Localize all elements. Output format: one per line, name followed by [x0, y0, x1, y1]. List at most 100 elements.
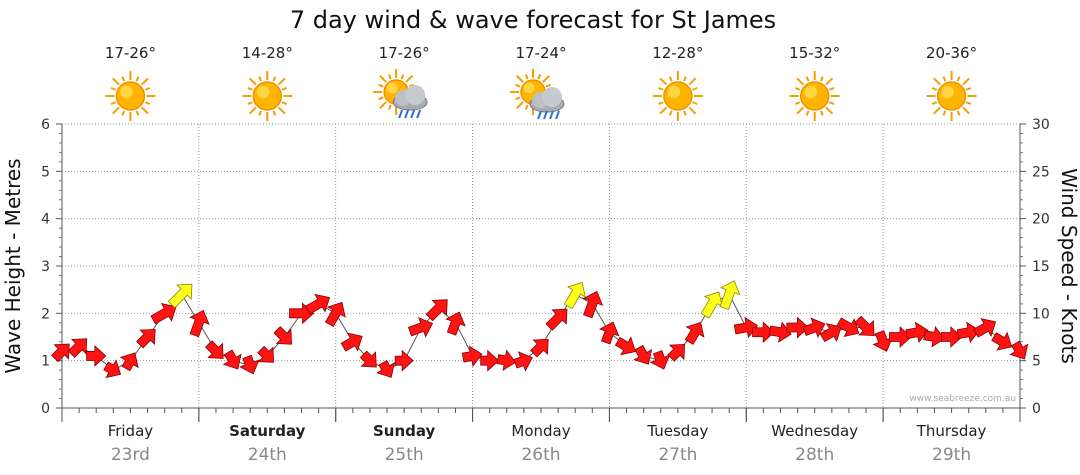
wind-arrow: [340, 332, 363, 352]
sun-shower-icon: [510, 69, 565, 120]
x-date-label: 25th: [385, 445, 424, 465]
temperature-label: 20-36°: [926, 44, 977, 62]
sun-highlight: [941, 85, 954, 99]
sun-ray: [805, 110, 810, 116]
wind-arrow: [189, 309, 210, 338]
sun-ray: [281, 101, 288, 105]
sun-ray: [408, 83, 415, 88]
wind-arrow: [614, 336, 636, 356]
sun-highlight: [120, 85, 133, 99]
wind-arrow-shape: [649, 350, 671, 370]
sun-ray: [144, 87, 151, 91]
sun-ray: [956, 76, 961, 82]
wind-arrow: [67, 338, 88, 358]
wind-arrow-shape: [582, 290, 604, 319]
y-axis-left: 0 1 2 3 4 5 6: [41, 117, 62, 417]
chart-title: 7 day wind & wave forecast for St James: [290, 6, 776, 34]
wind-arrow: [136, 328, 156, 349]
wind-arrow: [854, 315, 875, 337]
sun-ray: [933, 77, 941, 86]
wind-arrow-shape: [545, 308, 568, 331]
wind-arrow-shape: [394, 349, 414, 372]
sun-ray: [659, 106, 668, 115]
sun-ray: [112, 77, 120, 86]
sun-ray: [542, 75, 550, 83]
sun-ray: [692, 87, 698, 91]
sun-ray: [805, 76, 810, 82]
sun-ray: [121, 76, 126, 82]
wind-arrow: [103, 359, 122, 379]
wind-arrow-shape: [189, 309, 210, 338]
wind-arrow-shape: [304, 293, 331, 315]
sun-ray: [379, 101, 387, 109]
sun-ray: [933, 106, 941, 115]
sun-ray: [400, 74, 405, 80]
wind-arrow-shape: [407, 317, 434, 338]
wind-arrow: [684, 321, 705, 345]
sun-ray: [144, 101, 151, 105]
sun-rain-icon: [373, 69, 428, 119]
sun-ray: [683, 76, 687, 82]
sun-ray: [516, 101, 524, 109]
sunny-icon: [926, 71, 977, 121]
temperature-label: 12-28°: [652, 44, 703, 62]
wind-arrow: [324, 301, 346, 328]
sun-ray: [668, 76, 673, 82]
sun-ray: [931, 101, 938, 105]
wind-arrow: [582, 290, 604, 319]
wind-arrow-shape: [940, 326, 963, 348]
sunny-icon: [652, 71, 703, 121]
wind-arrow-shape: [136, 328, 156, 349]
temperature-label: 17-26°: [105, 44, 156, 62]
wind-arrow: [407, 317, 434, 338]
wind-arrow: [394, 349, 414, 372]
wind-arrow-shape: [86, 345, 107, 367]
sun-ray: [135, 110, 140, 116]
wind-arrow: [923, 326, 946, 348]
sun-ray: [942, 110, 947, 116]
wind-arrow-shape: [786, 316, 810, 339]
y-right-tick-label: 10: [1032, 306, 1050, 322]
sun-ray: [121, 110, 126, 116]
sun-highlight: [804, 85, 818, 99]
sun-ray: [965, 87, 972, 91]
wind-arrow: [239, 354, 260, 375]
sun-ray: [819, 76, 824, 82]
rain-drop: [416, 109, 422, 119]
wind-arrow-shape: [768, 321, 792, 343]
wind-arrow-shape: [905, 321, 929, 344]
wind-arrow: [956, 321, 980, 344]
sun-ray: [796, 106, 805, 115]
x-date-label: 26th: [521, 445, 560, 465]
wind-arrow: [205, 340, 224, 359]
wind-arrow-shape: [222, 349, 242, 370]
sun-ray: [247, 101, 253, 105]
wind-arrow: [304, 293, 331, 315]
x-date-label: 23rd: [111, 445, 150, 465]
wind-arrow: [445, 311, 466, 336]
sun-ray: [141, 77, 149, 86]
wind-arrow: [167, 283, 193, 309]
sun-highlight: [523, 82, 535, 94]
wind-arrow-shape: [633, 344, 653, 365]
wind-arrow-shape: [273, 326, 293, 345]
sun-ray: [141, 106, 149, 115]
sun-ray: [659, 77, 668, 86]
wind-arrows: [51, 280, 1029, 379]
wind-arrow-shape: [257, 345, 275, 363]
sun-ray: [829, 101, 835, 105]
sun-highlight: [386, 82, 398, 94]
x-axis: Friday 23rd Saturday 24th Sunday 25th Monday 26…: [61, 408, 1021, 465]
sun-ray: [668, 110, 673, 116]
y-left-tick-label: 0: [41, 401, 50, 417]
sun-ray: [258, 110, 263, 116]
wind-arrow: [480, 349, 500, 372]
y-left-tick-label: 2: [41, 306, 50, 322]
wind-arrow: [719, 280, 741, 310]
wind-arrow: [802, 317, 826, 338]
y-left-tick-label: 3: [41, 259, 50, 275]
sun-ray: [537, 74, 542, 80]
rain-drop: [537, 110, 542, 120]
sun-ray: [378, 96, 384, 101]
x-day-label: Sunday: [373, 422, 436, 440]
